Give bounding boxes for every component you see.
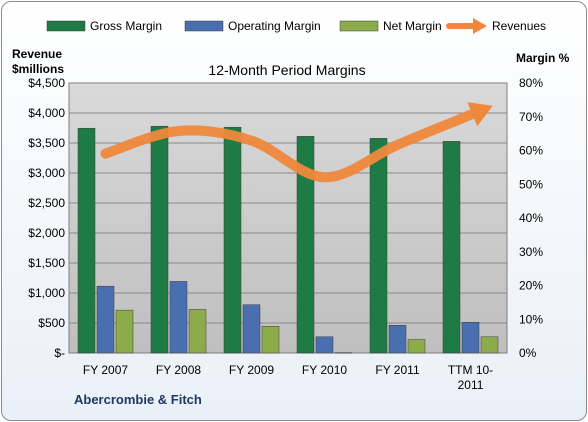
- legend-swatch: [339, 20, 379, 32]
- y-left-tick-label: $1,000: [28, 286, 65, 300]
- x-tick-label-line: FY 2009: [229, 363, 274, 377]
- bar-gross-margin: [77, 127, 96, 354]
- bar-net-margin: [261, 326, 280, 354]
- legend-item-revenues: Revenues: [446, 18, 546, 34]
- bar-operating-margin: [169, 281, 188, 354]
- bar-gross-margin: [442, 141, 461, 354]
- x-tick-label: FY 2009: [229, 363, 274, 377]
- y-right-tick-label: 10%: [519, 312, 543, 326]
- x-tick-label-line: FY 2010: [302, 363, 347, 377]
- y-left-tick-label: $-: [54, 346, 65, 360]
- y-left-tick-label: $1,500: [28, 256, 65, 270]
- y-right-tick-label: 0%: [519, 346, 537, 360]
- y-right-tick-label: 60%: [519, 144, 543, 158]
- y-left-axis-title-line: $millions: [12, 62, 64, 76]
- bar-net-margin: [407, 339, 426, 354]
- x-tick-label-line: TTM 10-: [448, 363, 493, 377]
- legend-label: Operating Margin: [228, 19, 321, 33]
- bar-gross-margin: [150, 125, 169, 354]
- chart-title: 12-Month Period Margins: [208, 62, 365, 78]
- y-right-tick-label: 50%: [519, 177, 543, 191]
- bar-gross-margin: [223, 126, 242, 354]
- x-tick-label: FY 2011: [375, 363, 420, 377]
- y-left-tick-label: $3,000: [28, 166, 65, 180]
- y-right-tick-label: 40%: [519, 211, 543, 225]
- x-tick-label-line: 2011: [458, 378, 484, 392]
- x-tick-label: TTM 10-2011: [448, 363, 493, 392]
- bar-gross-margin: [296, 136, 315, 354]
- bar-gross-margin: [369, 138, 388, 354]
- y-left-tick-label: $2,500: [28, 196, 65, 210]
- y-left-axis-title: Revenue $millions: [12, 47, 64, 76]
- legend-item-gross-margin: Gross Margin: [46, 19, 162, 33]
- legend-swatch: [184, 20, 224, 32]
- x-tick-label-line: FY 2007: [83, 363, 128, 377]
- legend-label: Gross Margin: [90, 19, 162, 33]
- legend-swatch: [46, 20, 86, 32]
- legend-swatch-arrow: [473, 18, 487, 34]
- bar-operating-margin: [96, 285, 115, 354]
- bar-operating-margin: [315, 336, 334, 354]
- bar-net-margin: [115, 309, 134, 354]
- company-name: Abercrombie & Fitch: [74, 392, 202, 407]
- y-left-tick-label: $3,500: [28, 136, 65, 150]
- legend-label: Revenues: [492, 19, 546, 33]
- bar-operating-margin: [388, 325, 407, 354]
- bar-net-margin: [480, 336, 499, 354]
- y-left-tick-label: $4,500: [28, 76, 65, 90]
- y-right-tick-label: 20%: [519, 279, 543, 293]
- revenue-arrowhead: [467, 102, 493, 127]
- legend-label: Net Margin: [383, 19, 442, 33]
- x-tick-label-line: FY 2011: [375, 363, 420, 377]
- x-tick-label-line: FY 2008: [156, 363, 201, 377]
- revenue-line: [100, 107, 482, 183]
- bar-net-margin: [188, 309, 207, 354]
- bar-net-margin: [334, 352, 353, 354]
- y-right-tick-label: 30%: [519, 245, 543, 259]
- y-right-tick-label: 80%: [519, 76, 543, 90]
- chart-legend: Gross Margin Operating Margin Net Margin Re…: [46, 18, 546, 34]
- y-left-tick-label: $500: [38, 316, 65, 330]
- x-tick-label: FY 2007: [83, 363, 128, 377]
- y-left-tick-label: $2,000: [28, 226, 65, 240]
- bar-operating-margin: [242, 304, 261, 354]
- x-tick-label: FY 2008: [156, 363, 201, 377]
- y-left-tick-label: $4,000: [28, 106, 65, 120]
- x-tick-label: FY 2010: [302, 363, 347, 377]
- y-right-axis-title: Margin %: [516, 51, 570, 65]
- y-left-axis-title-line: Revenue: [12, 47, 62, 61]
- bar-operating-margin: [461, 322, 480, 354]
- y-right-tick-label: 70%: [519, 110, 543, 124]
- legend-item-net-margin: Net Margin: [339, 19, 442, 33]
- legend-item-operating-margin: Operating Margin: [184, 19, 321, 33]
